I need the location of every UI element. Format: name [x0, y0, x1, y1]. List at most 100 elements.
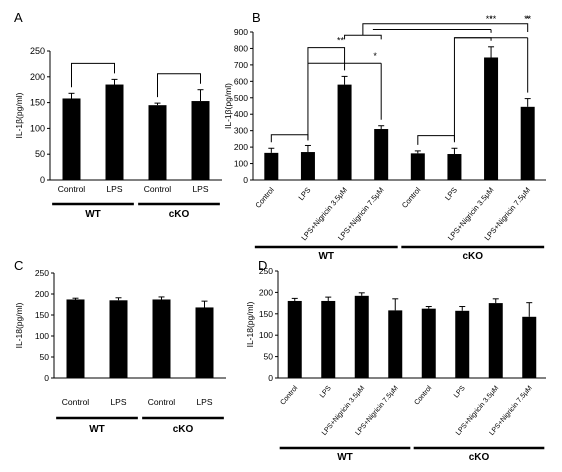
category-label: LPS [106, 184, 122, 194]
bar [455, 310, 470, 378]
panel-letter: D [258, 258, 267, 273]
y-tick-label: 200 [35, 289, 49, 299]
y-tick-label: 250 [30, 46, 45, 56]
panel-A: A 0 50 100 150 200 250 IL-1β(pg/ml) Control LPS Co… [14, 10, 222, 220]
group-label: cKO [173, 424, 194, 435]
y-tick-label: 0 [44, 373, 49, 383]
group-label: WT [318, 251, 334, 262]
category-label: LPS [296, 186, 312, 203]
bar [520, 106, 535, 180]
y-tick-label: 150 [30, 98, 45, 108]
bar [109, 300, 128, 378]
significance-bracket [344, 34, 382, 40]
significance-label: * [373, 51, 377, 61]
category-label: Control [58, 184, 86, 194]
y-tick-label: 50 [40, 352, 50, 362]
significance-label: *** [486, 14, 497, 24]
group-label: WT [85, 209, 101, 220]
category-label: LPS [196, 397, 212, 407]
bar [148, 105, 167, 180]
significance-bracket [270, 134, 309, 143]
bar [421, 308, 436, 378]
panel-C: C 0 50 100 150 200 250 IL-18(pg/ml) Control LPS Co… [14, 258, 226, 435]
bar [300, 152, 315, 180]
significance-bracket [157, 73, 201, 98]
significance-bracket [71, 62, 115, 88]
bar [287, 300, 302, 378]
panel-letter: A [14, 10, 23, 25]
bar [484, 57, 499, 180]
category-label: LPS [110, 397, 126, 407]
y-tick-label: 250 [35, 268, 49, 278]
y-tick-label: 600 [234, 76, 248, 86]
bar [488, 303, 503, 378]
bar [388, 310, 403, 378]
category-label: Control [253, 185, 276, 210]
bar [354, 295, 369, 378]
y-tick-label: 500 [234, 93, 248, 103]
panel-letter: C [14, 258, 23, 273]
y-tick-label: 300 [234, 126, 248, 136]
y-tick-label: 0 [40, 175, 45, 185]
group-label: cKO [462, 251, 483, 262]
significance-label: ** [524, 14, 532, 24]
bar [410, 153, 425, 180]
significance-bracket [362, 23, 529, 36]
significance-label: ** [337, 36, 345, 46]
bar [264, 152, 279, 180]
y-axis-label: IL-1β(pg/ml) [223, 83, 233, 129]
category-label: Control [62, 397, 90, 407]
bar [62, 98, 81, 180]
category-label: LPS [443, 186, 459, 203]
category-label: LPS [192, 184, 208, 194]
significance-bracket [307, 47, 346, 141]
y-tick-label: 150 [35, 310, 49, 320]
bar [522, 316, 537, 378]
group-label: cKO [169, 209, 190, 220]
category-label: Control [279, 384, 299, 406]
y-tick-label: 0 [243, 175, 248, 185]
y-tick-label: 800 [234, 43, 248, 53]
y-tick-label: 100 [35, 331, 49, 341]
y-tick-label: 100 [259, 330, 273, 340]
y-tick-label: 200 [234, 142, 248, 152]
bar [152, 299, 171, 378]
category-label: Control [144, 184, 172, 194]
y-tick-label: 250 [259, 266, 273, 276]
category-label: Control [413, 384, 433, 406]
bar [105, 84, 124, 180]
group-label: cKO [469, 452, 490, 463]
y-tick-label: 700 [234, 60, 248, 70]
significance-bracket [417, 135, 455, 145]
y-tick-label: 150 [259, 309, 273, 319]
bar [191, 101, 210, 180]
y-axis-label: IL-18(pg/ml) [14, 302, 24, 348]
y-tick-label: 50 [35, 149, 45, 159]
y-tick-label: 200 [30, 72, 45, 82]
panel-D: D 0 50 100 150 200 250 IL-18(pg/ml) Control LPS LP… [245, 258, 546, 463]
y-tick-label: 900 [234, 27, 248, 37]
significance-label: * [526, 14, 530, 24]
y-axis-label: IL-1β(pg/ml) [14, 92, 24, 138]
y-tick-label: 0 [268, 373, 273, 383]
bar [337, 84, 352, 180]
group-label: WT [337, 452, 353, 463]
bar [195, 307, 214, 378]
category-label: LPS [319, 385, 333, 400]
bar [321, 300, 336, 378]
y-tick-label: 100 [234, 159, 248, 169]
panel-B: B 0 100 200 300 400 500 600 700 800 900 IL-1β(pg/ml… [223, 10, 546, 262]
bar [374, 129, 389, 180]
group-label: WT [89, 424, 105, 435]
y-tick-label: 200 [259, 287, 273, 297]
y-tick-label: 100 [30, 123, 45, 133]
category-label: Control [400, 185, 423, 210]
category-label: LPS [453, 385, 467, 400]
bar [66, 299, 85, 378]
category-label: Control [148, 397, 176, 407]
significance-label: * [489, 14, 493, 24]
y-axis-label: IL-18(pg/ml) [245, 301, 255, 347]
y-tick-label: 50 [264, 352, 274, 362]
y-tick-label: 400 [234, 109, 248, 119]
